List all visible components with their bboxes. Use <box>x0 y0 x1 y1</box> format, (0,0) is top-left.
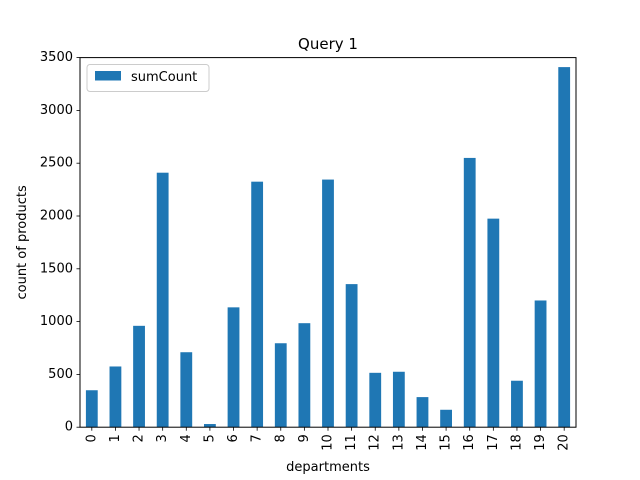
x-tick-label: 9 <box>297 434 312 442</box>
bar-department-15 <box>440 409 452 428</box>
plot-frame <box>79 57 577 428</box>
x-tick-label: 3 <box>155 434 170 442</box>
bar-department-13 <box>392 371 405 428</box>
x-tick-label: 13 <box>391 434 406 451</box>
bar-department-11 <box>345 284 358 428</box>
bar-department-14 <box>416 397 429 428</box>
bar-department-17 <box>487 218 500 428</box>
y-axis-ticks: 0 500 1000 1500 2000 2500 3000 3500 <box>40 50 80 435</box>
y-tick-label: 3500 <box>40 50 73 65</box>
bar-department-6 <box>227 307 240 428</box>
bar-department-16 <box>463 157 476 428</box>
x-tick-label: 2 <box>132 434 147 442</box>
x-tick-label: 0 <box>84 434 99 442</box>
bar-department-4 <box>180 352 193 428</box>
x-axis-ticks: 0 1 2 3 4 5 6 7 8 9 10 11 12 13 14 15 16 17 18 19 20 <box>84 427 572 451</box>
legend: sumCount <box>86 64 210 92</box>
bar-department-9 <box>298 323 311 428</box>
bar-department-0 <box>85 390 98 428</box>
x-tick-label: 20 <box>557 434 572 451</box>
bar-department-10 <box>322 179 334 428</box>
bar-department-2 <box>133 325 145 428</box>
bar-department-8 <box>274 343 287 428</box>
y-tick-label: 0 <box>65 420 73 435</box>
x-axis-label: departments <box>286 460 370 475</box>
x-tick-label: 19 <box>533 434 548 451</box>
x-tick-label: 4 <box>179 434 194 442</box>
chart-title: Query 1 <box>298 35 358 53</box>
bar-department-5 <box>204 424 216 428</box>
bar-department-20 <box>558 67 571 428</box>
y-tick-label: 2500 <box>40 156 73 171</box>
x-tick-label: 18 <box>509 434 524 451</box>
bar-department-18 <box>511 380 523 428</box>
x-tick-label: 16 <box>462 434 477 451</box>
y-tick-label: 1000 <box>40 314 73 329</box>
y-tick-label: 2000 <box>40 209 73 224</box>
x-tick-label: 8 <box>273 434 288 442</box>
bar-department-19 <box>534 300 547 428</box>
x-tick-label: 5 <box>202 434 217 442</box>
x-tick-label: 7 <box>250 434 265 442</box>
x-tick-label: 17 <box>486 434 501 451</box>
x-tick-label: 12 <box>368 434 383 451</box>
x-tick-label: 14 <box>415 434 430 451</box>
x-tick-label: 15 <box>439 434 454 451</box>
legend-swatch <box>95 71 121 81</box>
y-tick-label: 3000 <box>40 103 73 118</box>
y-axis-label: count of products <box>15 185 30 299</box>
bar-department-7 <box>251 181 264 428</box>
bars-group <box>85 67 571 428</box>
x-tick-label: 11 <box>344 434 359 451</box>
bar-department-1 <box>109 366 122 428</box>
bar-department-3 <box>156 172 169 428</box>
x-tick-label: 6 <box>226 434 241 442</box>
y-tick-label: 1500 <box>40 261 73 276</box>
y-tick-label: 500 <box>48 367 73 382</box>
x-tick-label: 1 <box>108 434 123 442</box>
bar-department-12 <box>369 372 382 428</box>
legend-label: sumCount <box>131 70 197 85</box>
x-tick-label: 10 <box>321 434 336 451</box>
